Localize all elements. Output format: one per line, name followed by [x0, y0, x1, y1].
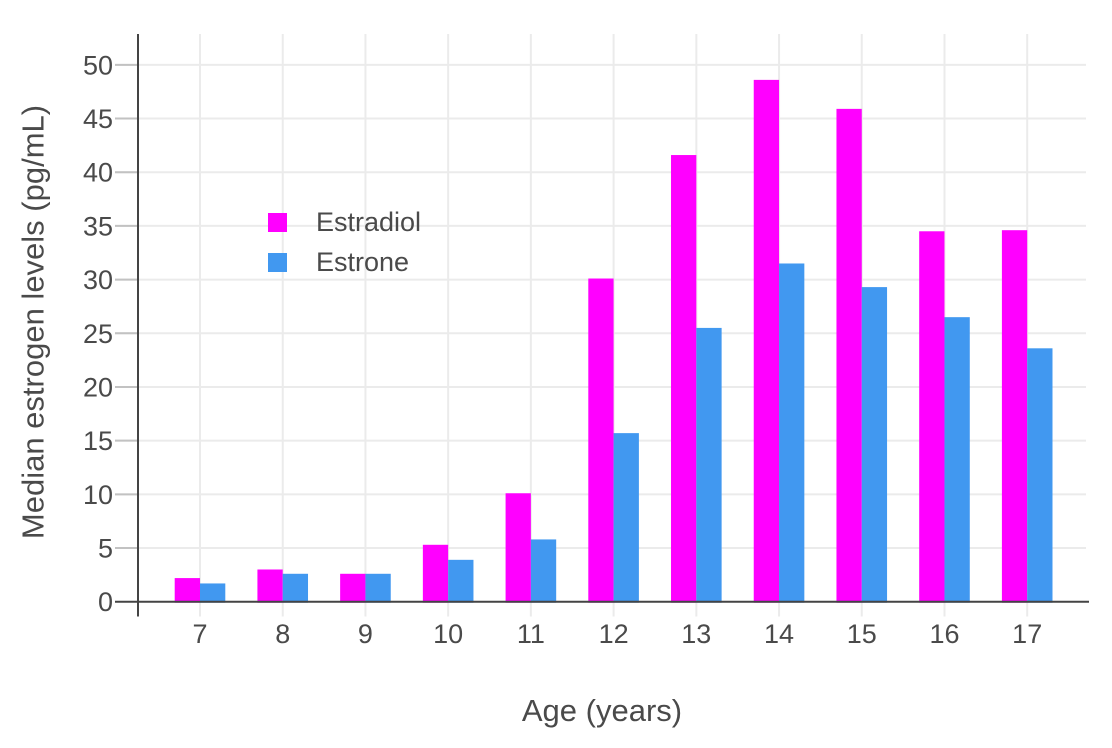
x-tick-label-17: 17	[1012, 619, 1042, 649]
y-tick-label-45: 45	[83, 104, 113, 134]
y-tick-label-30: 30	[83, 265, 113, 295]
bar-estradiol-age-7[interactable]	[174, 578, 200, 603]
x-tick-label-16: 16	[929, 619, 959, 649]
x-tick-label-8: 8	[275, 619, 290, 649]
y-axis-title: Median estrogen levels (pg/mL)	[15, 104, 51, 540]
legend-label-estradiol: Estradiol	[316, 207, 422, 237]
bar-estradiol-age-11[interactable]	[505, 493, 531, 603]
y-tick-label-20: 20	[83, 372, 113, 402]
x-axis-title: Age (years)	[521, 693, 683, 728]
bar-estradiol-age-9[interactable]	[340, 573, 366, 603]
bar-estrone-age-13[interactable]	[696, 327, 722, 603]
y-tick-label-5: 5	[98, 534, 113, 564]
y-tick-label-35: 35	[83, 211, 113, 241]
bar-estrone-age-7[interactable]	[200, 583, 226, 603]
legend: Estradiol Estrone	[268, 209, 421, 276]
x-tick-label-10: 10	[433, 619, 463, 649]
bar-estradiol-age-8[interactable]	[257, 569, 283, 603]
bar-estradiol-age-13[interactable]	[671, 155, 697, 603]
legend-label-estrone: Estrone	[316, 247, 410, 277]
bar-estrone-age-17[interactable]	[1027, 348, 1053, 603]
legend-item-estradiol[interactable]: Estradiol	[268, 209, 421, 236]
bar-estrone-age-14[interactable]	[779, 263, 805, 603]
bar-estradiol-age-14[interactable]	[753, 79, 780, 603]
bar-estrone-age-9[interactable]	[365, 573, 391, 603]
bar-estrone-age-16[interactable]	[944, 317, 970, 603]
x-tick-label-14: 14	[764, 619, 794, 649]
bar-estradiol-age-10[interactable]	[422, 544, 449, 603]
y-tick-label-0: 0	[98, 587, 113, 617]
bar-estrone-age-15[interactable]	[861, 287, 888, 603]
bar-estradiol-age-12[interactable]	[588, 278, 614, 603]
bar-estrone-age-10[interactable]	[448, 559, 474, 603]
x-tick-label-15: 15	[847, 619, 877, 649]
y-tick-label-50: 50	[83, 50, 113, 80]
bar-estrone-age-12[interactable]	[613, 433, 639, 603]
bar-estradiol-age-16[interactable]	[919, 231, 945, 603]
bar-estradiol-age-15[interactable]	[836, 108, 862, 603]
y-tick-label-25: 25	[83, 319, 113, 349]
y-tick-label-10: 10	[83, 480, 113, 510]
estradiol-swatch	[268, 213, 287, 232]
y-tick-label-40: 40	[83, 158, 113, 188]
x-tick-label-13: 13	[681, 619, 711, 649]
x-tick-label-7: 7	[192, 619, 207, 649]
bar-estrone-age-8[interactable]	[282, 573, 309, 603]
x-tick-label-12: 12	[599, 619, 629, 649]
y-tick-label-15: 15	[83, 426, 113, 456]
x-tick-label-9: 9	[358, 619, 373, 649]
bar-estrone-age-11[interactable]	[530, 539, 557, 603]
x-tick-label-11: 11	[517, 619, 545, 649]
bar-estradiol-age-17[interactable]	[1001, 230, 1028, 603]
legend-item-estrone[interactable]: Estrone	[268, 249, 421, 276]
estrone-swatch	[268, 253, 287, 272]
